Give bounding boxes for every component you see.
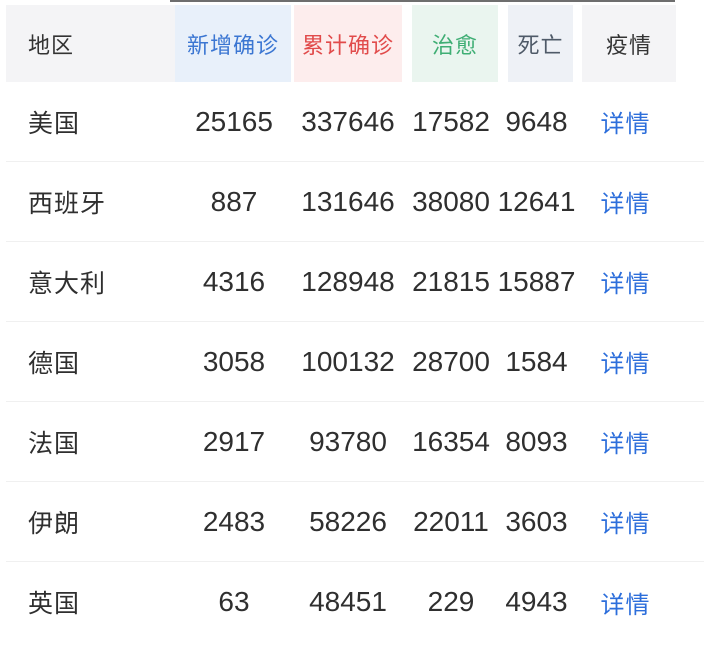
- detail-link[interactable]: 详情: [600, 351, 651, 378]
- detail-link[interactable]: 详情: [600, 271, 651, 298]
- detail-link[interactable]: 详情: [600, 111, 651, 138]
- region-name: 法国: [28, 429, 81, 458]
- header-new-confirmed: 新增确诊: [175, 5, 291, 82]
- new-confirmed-value: 2917: [202, 425, 266, 457]
- deaths-value: 8093: [505, 425, 568, 457]
- table-row: 德国 3058 100132 28700 1584 详情: [6, 322, 704, 402]
- new-confirmed-value: 25165: [195, 105, 273, 137]
- deaths-value: 12641: [497, 185, 576, 217]
- region-name: 意大利: [28, 269, 107, 298]
- cured-value: 17582: [412, 105, 490, 137]
- cured-value: 22011: [413, 505, 489, 537]
- header-deaths: 死亡: [508, 5, 573, 82]
- total-confirmed-value: 131646: [301, 185, 395, 217]
- table-header: 地区 新增确诊 累计确诊 治愈 死亡 疫情: [6, 5, 704, 82]
- header-total-confirmed: 累计确诊: [294, 5, 402, 82]
- new-confirmed-value: 63: [218, 586, 250, 617]
- detail-link[interactable]: 详情: [600, 511, 651, 538]
- total-confirmed-value: 48451: [309, 586, 387, 617]
- total-confirmed-value: 93780: [309, 425, 387, 457]
- table-row: 伊朗 2483 58226 22011 3603 详情: [6, 482, 704, 562]
- total-confirmed-value: 337646: [301, 105, 395, 137]
- total-confirmed-value: 100132: [301, 345, 395, 377]
- cured-value: 28700: [412, 345, 490, 377]
- cured-value: 229: [427, 586, 475, 617]
- total-confirmed-value: 58226: [309, 505, 387, 537]
- table-row: 法国 2917 93780 16354 8093 详情: [6, 402, 704, 482]
- deaths-value: 15887: [497, 265, 576, 297]
- cured-value: 16354: [412, 425, 490, 457]
- table-row: 美国 25165 337646 17582 9648 详情: [6, 82, 704, 162]
- table-row: 英国 63 48451 229 4943 详情: [6, 562, 704, 642]
- cured-value: 21815: [412, 265, 490, 297]
- header-region: 地区: [6, 5, 175, 82]
- top-divider: [170, 0, 675, 2]
- deaths-value: 1584: [505, 345, 568, 377]
- header-epidemic-detail: 疫情: [582, 5, 676, 82]
- region-name: 英国: [28, 590, 81, 618]
- new-confirmed-value: 2483: [202, 505, 266, 537]
- header-cured: 治愈: [412, 5, 498, 82]
- detail-link[interactable]: 详情: [600, 431, 651, 458]
- deaths-value: 4943: [505, 586, 568, 617]
- new-confirmed-value: 887: [210, 185, 258, 217]
- total-confirmed-value: 128948: [301, 265, 395, 297]
- region-name: 西班牙: [28, 189, 107, 218]
- region-name: 伊朗: [28, 509, 81, 538]
- new-confirmed-value: 3058: [202, 345, 266, 377]
- deaths-value: 3603: [505, 505, 568, 537]
- cured-value: 38080: [412, 185, 490, 217]
- region-name: 德国: [28, 349, 81, 378]
- detail-link[interactable]: 详情: [600, 591, 651, 619]
- deaths-value: 9648: [505, 105, 568, 137]
- table-row: 意大利 4316 128948 21815 15887 详情: [6, 242, 704, 322]
- region-name: 美国: [28, 109, 81, 138]
- new-confirmed-value: 4316: [202, 265, 266, 297]
- detail-link[interactable]: 详情: [600, 191, 651, 218]
- table-row: 西班牙 887 131646 38080 12641 详情: [6, 162, 704, 242]
